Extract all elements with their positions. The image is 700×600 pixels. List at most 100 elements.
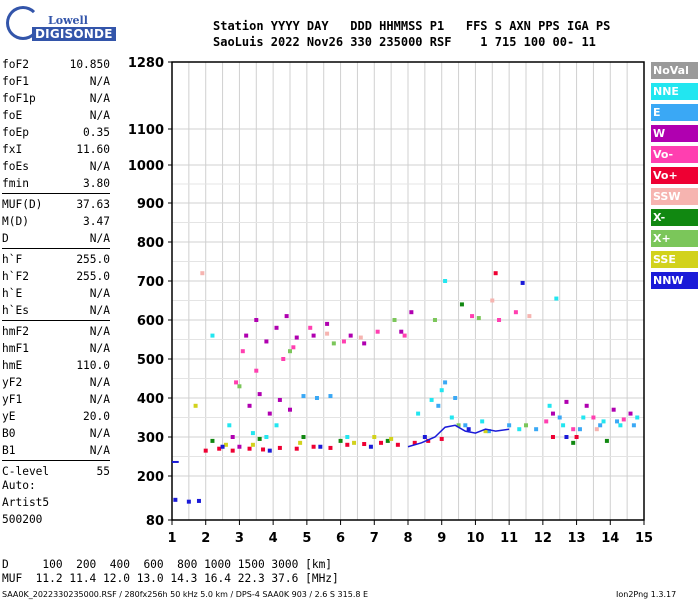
echo-point-w: [277, 397, 282, 402]
x-tick-label: 11: [500, 531, 518, 546]
param-row: D N/A: [2, 230, 110, 247]
echo-point-w: [264, 339, 269, 344]
param-value: 10.850: [69, 58, 110, 71]
y-tick-label: 500: [137, 353, 164, 368]
echo-point-w: [409, 310, 414, 315]
param-value: 3.47: [83, 215, 110, 228]
x-tick-label: 6: [336, 531, 345, 546]
echo-point-w: [230, 435, 235, 439]
echo-point-e: [443, 380, 448, 385]
param-value: N/A: [89, 325, 110, 338]
echo-point-w: [257, 392, 262, 397]
echo-point-nne: [227, 423, 232, 428]
param-row: B0 N/A: [2, 425, 110, 442]
echo-point-nne: [250, 431, 255, 436]
legend-item-x-: X+: [651, 230, 698, 247]
echo-point-e: [314, 396, 319, 400]
echo-point-nne: [517, 427, 522, 432]
param-name: foF1: [2, 75, 29, 88]
footer-d-line: D 100 200 400 600 800 1000 1500 3000 [km…: [2, 558, 333, 571]
echo-point-vo-: [277, 445, 282, 450]
echo-point-nne: [443, 279, 448, 283]
param-name: fmin: [2, 177, 29, 190]
echo-point-e: [598, 423, 603, 428]
echo-point-sse: [352, 440, 357, 445]
echo-point-e: [328, 394, 333, 399]
echo-point-w: [550, 411, 555, 416]
param-row: hmF1 N/A: [2, 340, 110, 357]
legend-item-sse: SSE: [651, 251, 698, 268]
echo-point-vo-: [513, 310, 518, 315]
echo-point-vo-: [234, 380, 239, 385]
echo-point-w: [237, 444, 242, 449]
param-value: N/A: [89, 75, 110, 88]
param-value: 0.35: [83, 126, 110, 139]
echo-point-x-: [456, 423, 461, 428]
legend-item-noval: NoVal: [651, 62, 698, 79]
param-row: M(D) 3.47: [2, 213, 110, 230]
echo-point-w: [267, 411, 272, 416]
echo-point-nnw: [520, 280, 525, 285]
param-row: foF1 N/A: [2, 73, 110, 90]
param-name: B1: [2, 444, 16, 457]
param-name: hmF1: [2, 342, 29, 355]
echo-point-x-: [301, 435, 306, 439]
x-tick-label: 3: [235, 531, 244, 546]
param-value: N/A: [89, 427, 110, 440]
param-row: h`Es N/A: [2, 302, 110, 319]
param-value: 3.80: [83, 177, 110, 190]
echo-point-nne: [416, 411, 421, 416]
echo-point-nne: [210, 333, 215, 338]
echo-point-vo-: [493, 271, 498, 276]
param-value: 11.60: [76, 143, 110, 156]
echo-point-w: [564, 399, 569, 404]
logo-brand-bottom: DIGISONDE: [32, 27, 116, 41]
y-tick-label: 1100: [128, 123, 164, 138]
echo-point-w: [288, 407, 292, 412]
x-tick-label: 10: [466, 531, 484, 546]
echo-point-vo-: [261, 447, 266, 452]
param-value: N/A: [89, 393, 110, 406]
echo-point-ssw: [358, 335, 363, 340]
echo-point-ssw: [325, 331, 330, 336]
echo-point-nne: [449, 415, 454, 420]
echo-point-vo-: [311, 444, 316, 449]
param-row: foEs N/A: [2, 158, 110, 175]
echo-point-nne: [618, 423, 623, 428]
param-name: h`E: [2, 287, 23, 300]
echo-point-vo-: [294, 446, 299, 451]
echo-point-x-: [257, 436, 262, 441]
param-value: 255.0: [76, 270, 110, 283]
echo-point-nnw: [422, 435, 427, 439]
echo-point-e: [615, 419, 620, 424]
param-value: 37.63: [76, 198, 110, 211]
echo-point-nnw: [368, 444, 373, 449]
param-value: N/A: [89, 342, 110, 355]
logo-brand-top: Lowell: [48, 14, 88, 27]
echo-point-w: [284, 314, 289, 319]
echo-point-nnw: [466, 427, 471, 432]
echo-point-vo-: [254, 368, 259, 373]
param-value: 110.0: [76, 359, 110, 372]
x-tick-label: 8: [403, 531, 412, 546]
echo-point-w: [611, 407, 616, 412]
x-tick-label: 13: [568, 531, 586, 546]
echo-point-x-: [604, 438, 609, 443]
param-name: M(D): [2, 215, 29, 228]
param-row: foE N/A: [2, 107, 110, 124]
echo-point-vo-: [544, 419, 549, 424]
echo-point-x-: [288, 349, 292, 354]
param-name: yF2: [2, 376, 23, 389]
param-row: hmE 110.0: [2, 357, 110, 374]
y-tick-label: 300: [137, 431, 164, 446]
footer-version: Ion2Png 1.3.17: [616, 590, 677, 599]
y-tick-label: 80: [146, 514, 164, 529]
echo-point-nnw: [318, 444, 323, 449]
echo-point-w: [628, 411, 633, 416]
param-name: MUF(D): [2, 198, 43, 211]
echo-point-ssw: [200, 271, 205, 276]
echo-point-w: [294, 335, 299, 340]
echo-point-w: [244, 333, 249, 338]
echo-point-vo-: [308, 325, 313, 330]
